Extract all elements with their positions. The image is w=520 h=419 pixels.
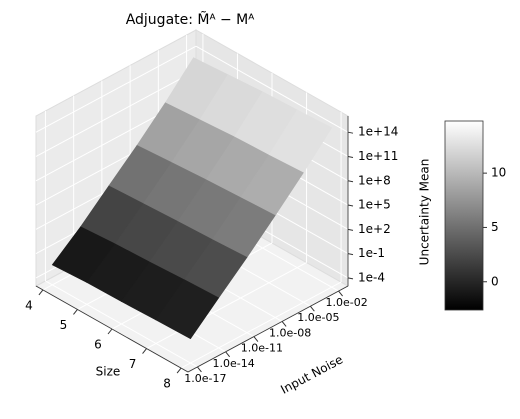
z-tick-label: 1e+5 <box>358 198 391 212</box>
grid-line <box>180 281 342 369</box>
x-tick <box>38 289 44 296</box>
grid-line <box>146 262 307 349</box>
x-tick-label: 6 <box>94 338 102 352</box>
y-tick <box>225 351 231 358</box>
colorbar-tick-label: 5 <box>491 220 499 234</box>
axis-line <box>187 285 349 373</box>
z-tick-label: 1e-4 <box>358 270 385 284</box>
y-tick-label: 1.0e-14 <box>213 357 255 370</box>
z-tick <box>347 253 354 256</box>
y-tick <box>338 290 343 297</box>
z-tick-label: 1e+2 <box>358 222 391 236</box>
grid-line <box>35 45 197 133</box>
z-tick <box>347 180 354 183</box>
colorbar <box>444 120 484 311</box>
x-axis-label: Size <box>96 365 121 379</box>
x-tick <box>107 328 113 335</box>
x-tick-label: 7 <box>129 357 137 371</box>
y-tick-label: 1.0e-05 <box>297 311 339 324</box>
chart-title: Adjugate: M̃ᴬ − Mᴬ <box>126 11 255 28</box>
grid-line <box>45 280 198 368</box>
colorbar-tick-label: 0 <box>491 274 499 288</box>
z-tick <box>347 228 354 231</box>
y-tick <box>281 321 287 327</box>
x-tick <box>142 348 147 354</box>
z-tick-label: 1e-1 <box>358 246 385 260</box>
x-tick <box>176 367 182 374</box>
grid-line <box>35 70 197 157</box>
grid-line <box>195 45 349 133</box>
surface-patch <box>155 279 220 340</box>
x-tick-label: 8 <box>163 377 171 391</box>
y-axis-label: Input Noise <box>278 352 345 396</box>
z-tick <box>347 131 354 134</box>
y-tick-label: 1.0e-17 <box>184 372 226 385</box>
y-tick-label: 1.0e-08 <box>269 326 311 339</box>
z-tick <box>347 277 354 280</box>
z-tick-label: 1e+8 <box>358 173 391 187</box>
y-tick-label: 1.0e-11 <box>241 342 283 355</box>
x-tick-label: 5 <box>60 318 68 332</box>
z-tick <box>347 155 354 158</box>
x-tick <box>73 309 78 315</box>
z-tick <box>347 204 354 207</box>
y-tick <box>309 305 315 312</box>
z-tick-label: 1e+11 <box>358 149 398 163</box>
y-tick <box>197 366 202 373</box>
z-tick-label: 1e+14 <box>358 125 398 139</box>
y-tick <box>253 336 259 342</box>
y-tick-label: 1.0e-02 <box>325 296 367 309</box>
colorbar-tick-label: 10 <box>491 166 506 180</box>
x-tick-label: 4 <box>25 298 33 312</box>
z-axis-label: Uncertainty Mean <box>418 159 432 266</box>
